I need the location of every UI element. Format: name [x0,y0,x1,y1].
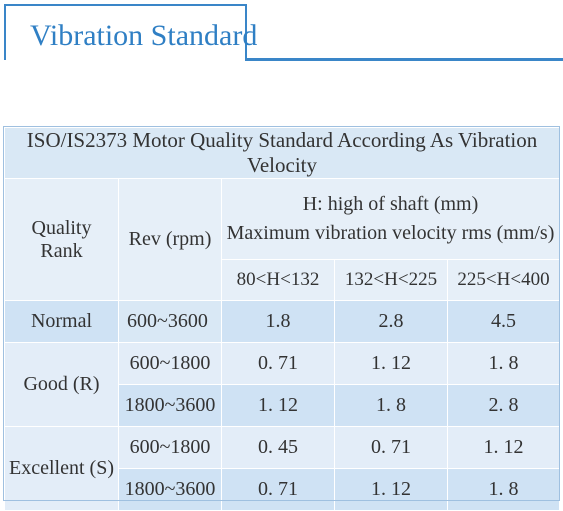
value-cell: 2.8 [334,300,448,343]
value-cell: 1. 12 [221,384,335,427]
table-row-good-1: Good (R) 600~1800 0. 71 1. 12 1. 8 [4,342,561,427]
header-quality-line2: Rank [40,239,83,262]
page-title: Vibration Standard [30,19,258,52]
subheader-range-1: 80<H<132 [221,259,335,301]
value-cell: 0. 71 [221,468,335,511]
subheader-range-2: 132<H<225 [334,259,448,301]
value-cell: 1.8 [221,300,335,343]
value-cell: 1. 12 [446,426,561,469]
value-cell: 0. 71 [334,426,448,469]
table-row-excellent-2: 1800~3600 0. 71 1. 12 1. 8 [5,468,561,511]
header-quality-line1: Quality [31,216,92,239]
vibration-standard-table: ISO/IS2373 Motor Quality Standard Accord… [3,127,561,511]
value-cell: 1. 8 [446,468,561,511]
subheader-range-3: 225<H<400 [446,259,561,301]
table-row-good-2: 1800~3600 1. 12 1. 8 2. 8 [5,384,561,427]
value-cell: 4.5 [446,300,561,343]
rev-good-1: 600~1800 [118,342,222,385]
header-quality-rank: Quality Rank [4,178,119,301]
rev-good-2: 1800~3600 [118,384,222,427]
value-cell: 0. 71 [221,342,335,385]
value-cell: 2. 8 [446,384,561,427]
header-rev: Rev (rpm) [118,178,222,301]
table-row-normal: Normal 600~3600 1.8 2.8 4.5 [4,300,561,343]
table-row-excellent-1: Excellent (S) 600~1800 0. 45 0. 71 1. 12 [4,426,561,511]
rev-excellent-2: 1800~3600 [118,468,222,511]
table-title: ISO/IS2373 Motor Quality Standard Accord… [3,127,561,179]
value-cell: 0. 45 [221,426,335,469]
value-cell: 1. 8 [334,384,448,427]
header-velocity: H: high of shaft (mm) Maximum vibration … [220,178,561,260]
header-tab: Vibration Standard [4,4,257,60]
rank-good: Good (R) [4,342,119,427]
rank-excellent: Excellent (S) [4,426,119,511]
header-underline [245,58,563,61]
value-cell: 1. 12 [334,342,448,385]
rev-excellent-1: 600~1800 [118,426,222,469]
header-velocity-line2: Maximum vibration velocity rms (mm/s) [226,222,555,244]
value-cell: 1. 8 [446,342,561,385]
rank-normal: Normal [4,300,119,343]
value-cell: 1. 12 [334,468,448,511]
section-header: Vibration Standard [0,0,563,62]
header-velocity-line1: H: high of shaft (mm) [302,193,479,215]
rev-normal: 600~3600 [118,300,222,343]
